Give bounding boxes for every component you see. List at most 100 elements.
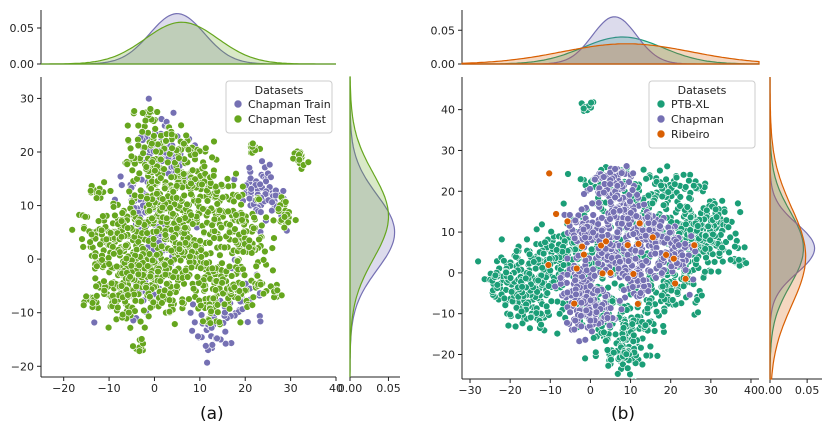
scatter-point [633, 191, 641, 199]
scatter-point [531, 264, 540, 273]
right-kde-tick-label: 0.05 [376, 382, 401, 395]
scatter-point [191, 318, 199, 326]
scatter-point [187, 211, 195, 219]
scatter-point [631, 247, 640, 255]
scatter-point [139, 149, 147, 157]
scatter-point [676, 202, 684, 210]
scatter-point [104, 323, 113, 332]
scatter-point [651, 249, 659, 258]
scatter-point [232, 211, 240, 219]
scatter-point [658, 269, 666, 277]
scatter-point [166, 204, 174, 212]
figure: −20 −10 0 10 20 30 40−20−100102030DatasetsChap… [10, 10, 822, 397]
scatter-point [94, 217, 103, 225]
scatter-point [223, 175, 232, 183]
scatter-point [100, 277, 108, 285]
scatter-point [681, 183, 690, 191]
scatter-point [570, 234, 579, 243]
scatter-point [225, 305, 234, 313]
scatter-point [250, 213, 258, 222]
scatter-point [135, 218, 143, 227]
scatter-point [662, 175, 670, 184]
scatter-point [232, 170, 240, 178]
scatter-point [132, 282, 141, 291]
scatter-point [735, 256, 743, 264]
scatter-point [218, 279, 226, 287]
scatter-point [642, 175, 650, 183]
scatter-point [131, 307, 139, 315]
scatter-point [658, 282, 667, 291]
scatter-point [547, 242, 556, 250]
scatter-point [686, 171, 694, 179]
scatter-point [555, 310, 564, 318]
scatter-point [224, 182, 233, 191]
scatter-point [606, 215, 614, 223]
scatter-point [719, 257, 727, 266]
scatter-point [167, 246, 176, 255]
scatter-point [644, 219, 653, 227]
scatter-point [257, 280, 265, 289]
scatter-point [149, 235, 158, 243]
scatter-point [113, 262, 121, 271]
scatter-point [597, 241, 605, 250]
x-tick-label: −30 [458, 384, 481, 397]
scatter-point [118, 181, 126, 189]
scatter-point [220, 243, 229, 252]
scatter-point [239, 248, 248, 256]
scatter-point [518, 283, 526, 291]
scatter-point [134, 121, 143, 130]
scatter-point [231, 236, 239, 245]
scatter-point [670, 255, 678, 263]
x-tick-label: 30 [704, 384, 718, 397]
scatter-point [134, 238, 143, 246]
scatter-point [579, 104, 588, 113]
scatter-point [211, 286, 220, 294]
scatter-point [86, 238, 94, 246]
scatter-point [199, 205, 207, 213]
panel-b: −30 −20 −10 0 10 20 30 40 −20 −10 0 10 20 30 40 Dataset… [431, 10, 822, 397]
scatter-point [156, 277, 165, 285]
scatter-point [600, 188, 608, 197]
scatter-point [734, 199, 742, 208]
scatter-point [491, 271, 500, 279]
scatter-point [202, 259, 211, 267]
scatter-point [148, 256, 157, 265]
scatter-point [217, 223, 226, 232]
scatter-point [704, 222, 712, 231]
scatter-point [159, 195, 167, 203]
top-kde-tick-label: 0.05 [431, 24, 456, 37]
scatter-point [224, 207, 232, 216]
y-tick-label: 30 [441, 144, 455, 157]
scatter-point [668, 296, 677, 304]
scatter-point [586, 316, 595, 325]
scatter-point [140, 306, 148, 315]
scatter-point [583, 266, 591, 274]
scatter-point [587, 98, 595, 107]
scatter-point [142, 284, 150, 292]
scatter-point [683, 203, 692, 211]
scatter-point [581, 336, 589, 344]
scatter-point [151, 125, 159, 133]
scatter-point [208, 264, 217, 273]
scatter-point [564, 170, 572, 178]
scatter-point [97, 226, 106, 235]
scatter-point [165, 308, 174, 316]
scatter-point [659, 322, 667, 330]
scatter-point [710, 258, 719, 266]
scatter-point [600, 173, 608, 181]
scatter-point [718, 197, 726, 205]
scatter-point [249, 293, 258, 301]
scatter-point [517, 307, 526, 316]
scatter-point [177, 121, 185, 130]
scatter-point [563, 217, 572, 226]
top-kde-curve [41, 21, 336, 65]
scatter-point [126, 144, 135, 153]
scatter-point [617, 305, 626, 313]
scatter-point [570, 325, 578, 334]
x-tick-label: 10 [193, 382, 207, 395]
scatter-point [116, 172, 125, 181]
scatter-point [575, 337, 583, 345]
scatter-point [269, 266, 277, 275]
scatter-point [146, 272, 155, 281]
scatter-point [137, 186, 145, 195]
